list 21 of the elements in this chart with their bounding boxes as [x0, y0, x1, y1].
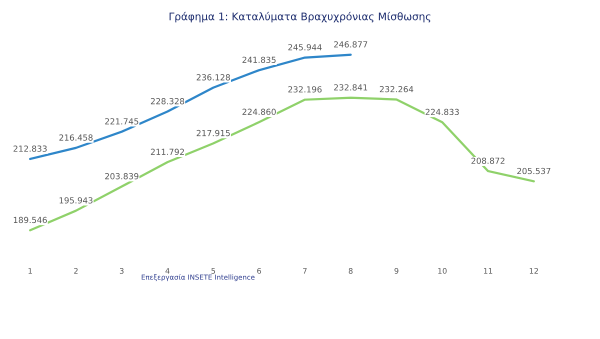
data-label: 212.833 — [14, 145, 47, 152]
data-label: 246.877 — [334, 41, 368, 48]
data-label: 208.872 — [471, 158, 504, 164]
data-label: 241.835 — [242, 56, 276, 63]
data-label: 221.745 — [105, 118, 138, 125]
data-label: 232.264 — [380, 86, 414, 92]
data-label: 195.943 — [60, 197, 93, 204]
data-label: 203.839 — [105, 173, 138, 180]
data-label: 224.860 — [242, 108, 276, 115]
data-label: 205.537 — [517, 168, 550, 174]
data-label: 245.944 — [288, 44, 322, 50]
data-label: 217.915 — [196, 130, 230, 136]
data-label: 236.128 — [196, 74, 230, 80]
data-label: 216.458 — [59, 134, 93, 141]
data-label: 228.328 — [150, 98, 184, 104]
data-label: 189.546 — [14, 216, 47, 224]
chart-title: Γράφημα 1: Καταλύματα Βραχυχρόνιας Μίσθωσης — [170, 12, 430, 22]
data-label: 232.841 — [334, 84, 368, 91]
data-label: 232.196 — [288, 86, 322, 93]
data-label: 211.792 — [150, 148, 184, 155]
data-label: 224.833 — [426, 108, 459, 116]
